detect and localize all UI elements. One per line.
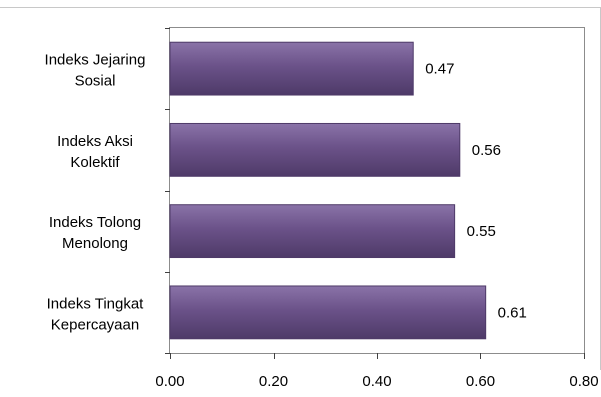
category-label-line: Kolektif [70, 154, 120, 171]
category-label: Indeks Aksi Kolektif [57, 133, 133, 171]
x-tick-label: 0.40 [362, 373, 391, 390]
category-label: Indeks Tingkat Kepercayaan [47, 295, 145, 333]
category-label: Indeks Jejaring Sosial [45, 52, 146, 90]
data-labels: 0.47 0.56 0.55 0.61 [425, 61, 527, 322]
x-tick-label: 0.60 [466, 373, 495, 390]
bar-series [169, 41, 487, 340]
category-label-line: Sosial [75, 73, 116, 90]
category-label-line: Menolong [62, 235, 128, 252]
x-tick-label: 0.20 [259, 373, 288, 390]
category-label-line: Indeks Tolong [49, 214, 141, 231]
category-label-line: Indeks Aksi [57, 133, 133, 150]
bar-value-label: 0.47 [425, 61, 454, 78]
bar-value-label: 0.56 [472, 142, 501, 159]
y-axis: Indeks Jejaring Sosial Indeks Aksi Kolektif… [45, 28, 170, 354]
category-label-line: Kepercayaan [51, 316, 139, 333]
bar [169, 41, 414, 96]
category-label-line: Indeks Jejaring [45, 52, 146, 69]
bar-value-label: 0.55 [467, 223, 496, 240]
bar [169, 285, 487, 340]
bar [169, 204, 456, 259]
category-label: Indeks Tolong Menolong [49, 214, 141, 252]
category-label-line: Indeks Tingkat [47, 295, 145, 312]
x-tick-label: 0.80 [569, 373, 598, 390]
x-axis: 0.00 0.20 0.40 0.60 0.80 [155, 353, 599, 390]
x-tick-label: 0.00 [155, 373, 184, 390]
bar [169, 122, 461, 177]
bar-value-label: 0.61 [498, 304, 527, 321]
